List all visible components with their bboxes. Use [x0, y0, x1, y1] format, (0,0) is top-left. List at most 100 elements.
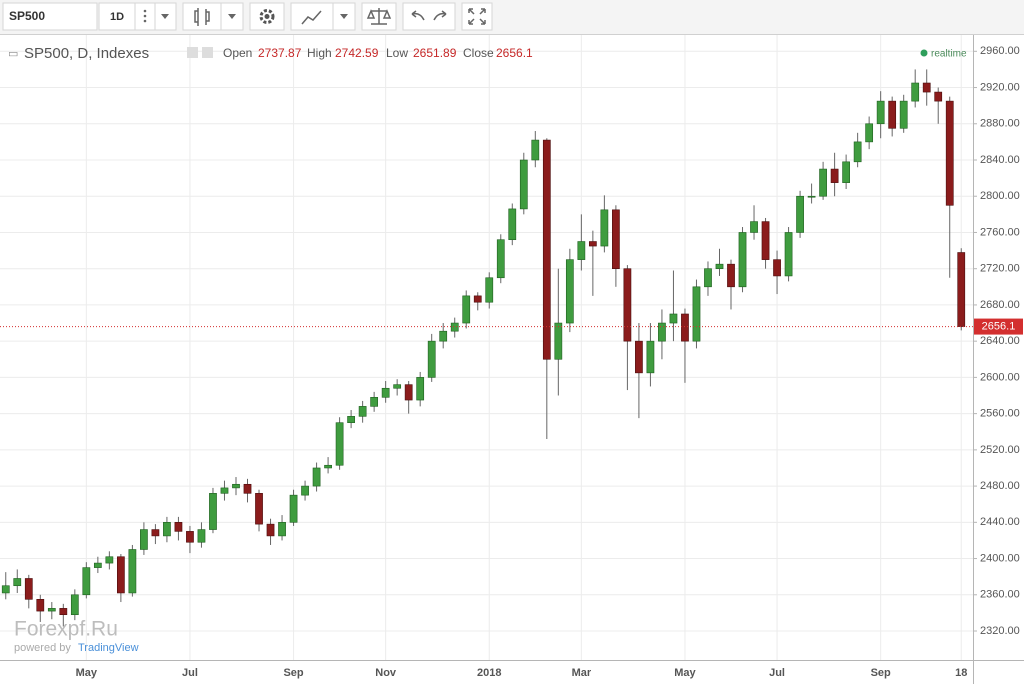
candle	[255, 489, 263, 532]
candle-body	[842, 161, 850, 183]
candle	[715, 248, 724, 276]
symbol[interactable]: SP500	[9, 9, 45, 23]
candle-body	[381, 387, 390, 398]
candle-body	[82, 567, 91, 596]
candle-body	[957, 252, 966, 327]
dropdown-arrow	[228, 14, 236, 19]
y-tick-label: 2720.00	[980, 263, 1020, 275]
candle	[404, 381, 413, 414]
fullscreen-button[interactable]	[461, 2, 493, 31]
symbol-input[interactable]	[2, 2, 98, 31]
candle	[151, 524, 160, 545]
candle	[347, 410, 355, 429]
candle-body	[588, 241, 597, 247]
gear-icon	[259, 9, 275, 24]
candle	[888, 96, 897, 137]
candle-body	[13, 578, 22, 587]
candle	[36, 594, 45, 622]
watermark-brand: Forexpf.Ru	[14, 618, 118, 641]
candle	[485, 272, 494, 309]
candle-body	[186, 531, 194, 543]
x-tick-label: Mar	[572, 667, 592, 679]
close-value: 2656.1	[496, 46, 533, 60]
candle-body	[59, 608, 68, 616]
candle	[704, 261, 712, 296]
candle	[807, 183, 816, 204]
y-tick-label: 2440.00	[980, 516, 1020, 528]
watermark-provider[interactable]: TradingView	[78, 642, 139, 654]
candle	[70, 589, 79, 621]
candle	[312, 462, 321, 492]
candle	[1, 572, 10, 600]
interval[interactable]: 1D	[110, 11, 124, 23]
candle-body	[24, 578, 33, 600]
candle	[381, 381, 390, 403]
candle	[117, 554, 125, 603]
candle-body	[473, 295, 482, 303]
candle	[738, 227, 747, 293]
candle-body	[600, 209, 609, 247]
redo-icon	[433, 10, 447, 21]
candle	[761, 217, 770, 269]
candle-body	[47, 608, 56, 612]
candle-body	[485, 277, 494, 303]
y-tick-label: 2600.00	[980, 371, 1020, 383]
candle-body	[163, 522, 171, 537]
candle-body	[692, 286, 701, 342]
candle	[658, 309, 666, 360]
candle-body	[174, 522, 183, 532]
chart-style-button[interactable]	[182, 2, 222, 31]
candle-body	[117, 556, 125, 594]
candle	[266, 518, 275, 545]
candle	[819, 161, 827, 200]
candle-body	[761, 221, 770, 260]
candle-body	[542, 139, 551, 360]
candle	[669, 270, 678, 342]
x-tick-label: Jul	[182, 667, 198, 679]
candle-body	[876, 100, 885, 125]
x-tick-label: May	[76, 667, 98, 679]
candle-body	[508, 208, 517, 241]
collapse-icon[interactable]: ▭	[8, 48, 18, 60]
candle-body	[462, 295, 471, 324]
series-title: SP500, D, Indexes	[24, 45, 149, 62]
indicators-icon	[301, 10, 322, 25]
candle	[427, 333, 436, 382]
candle-body	[565, 259, 574, 324]
y-tick-label: 2360.00	[980, 589, 1020, 601]
undo-redo[interactable]	[402, 2, 456, 31]
y-tick-label: 2880.00	[980, 118, 1020, 130]
y-tick-label: 2680.00	[980, 299, 1020, 311]
legend-button[interactable]	[187, 47, 198, 58]
legend-button[interactable]	[202, 47, 213, 58]
candle	[784, 227, 793, 282]
y-tick-label: 2840.00	[980, 154, 1020, 166]
candle-body	[151, 529, 160, 537]
candle	[796, 190, 804, 238]
candle	[519, 152, 528, 215]
candle-body	[370, 397, 379, 407]
y-tick-label: 2480.00	[980, 480, 1020, 492]
x-tick-label: Nov	[375, 667, 397, 679]
high-value: 2742.59	[335, 46, 379, 60]
interval-button[interactable]	[98, 2, 136, 31]
candle	[496, 234, 505, 284]
candle	[773, 250, 781, 295]
symbol-box[interactable]: SP500	[2, 2, 98, 31]
status-dot	[920, 49, 928, 57]
dropdown-arrow	[161, 14, 169, 19]
candle-body	[128, 549, 137, 594]
candle-body	[439, 330, 448, 342]
candle	[473, 292, 482, 311]
candle	[531, 131, 540, 168]
gear-icon	[264, 14, 270, 19]
candle	[577, 214, 586, 271]
price-tag-label: 2656.1	[982, 320, 1016, 332]
candle	[301, 480, 309, 501]
candle	[508, 203, 517, 246]
candle-body	[853, 141, 862, 163]
price-tag	[974, 318, 1023, 335]
indicators-button[interactable]	[290, 2, 334, 31]
candle-body	[796, 195, 804, 233]
